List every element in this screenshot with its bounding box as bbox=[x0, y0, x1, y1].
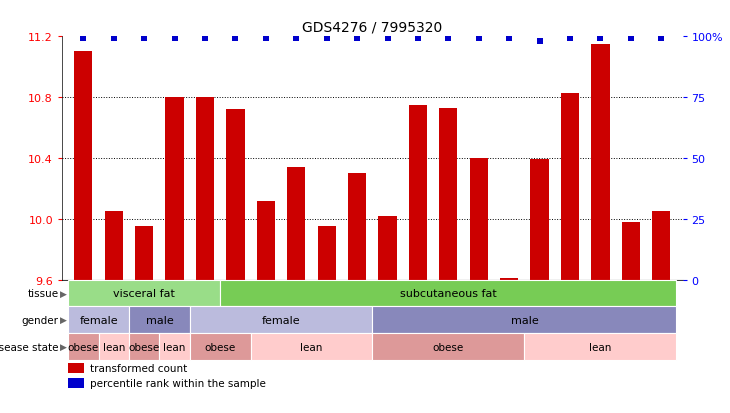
Text: tissue: tissue bbox=[27, 288, 58, 298]
Text: lean: lean bbox=[103, 342, 125, 352]
Bar bbox=[318, 227, 336, 280]
Point bbox=[473, 36, 485, 42]
Text: ▶: ▶ bbox=[60, 289, 66, 298]
Text: ▶: ▶ bbox=[60, 342, 66, 351]
Text: transformed count: transformed count bbox=[90, 363, 187, 373]
Text: visceral fat: visceral fat bbox=[113, 288, 175, 298]
Bar bbox=[622, 222, 640, 280]
Point bbox=[382, 36, 393, 42]
Point bbox=[139, 36, 150, 42]
Point bbox=[291, 36, 302, 42]
Bar bbox=[561, 93, 579, 280]
Text: male: male bbox=[145, 315, 173, 325]
Bar bbox=[129, 306, 190, 333]
Bar bbox=[69, 378, 84, 389]
Bar bbox=[129, 333, 159, 360]
Text: subcutaneous fat: subcutaneous fat bbox=[400, 288, 496, 298]
Point bbox=[77, 36, 89, 42]
Bar bbox=[159, 333, 190, 360]
Bar bbox=[68, 333, 99, 360]
Text: lean: lean bbox=[164, 342, 185, 352]
Bar bbox=[220, 280, 677, 306]
Point bbox=[504, 36, 515, 42]
Bar bbox=[372, 306, 677, 333]
Text: obese: obese bbox=[433, 342, 464, 352]
Point bbox=[260, 36, 272, 42]
Bar bbox=[409, 105, 427, 280]
Text: gender: gender bbox=[21, 315, 58, 325]
Point bbox=[595, 36, 607, 42]
Bar bbox=[469, 159, 488, 280]
Bar bbox=[68, 306, 129, 333]
Point bbox=[108, 36, 120, 42]
Point bbox=[442, 36, 454, 42]
Bar bbox=[190, 306, 372, 333]
Bar bbox=[378, 216, 396, 280]
Bar bbox=[99, 333, 129, 360]
Bar bbox=[524, 333, 677, 360]
Bar bbox=[257, 201, 275, 280]
Text: obese: obese bbox=[204, 342, 236, 352]
Bar bbox=[531, 160, 549, 280]
Bar bbox=[591, 45, 610, 280]
Text: obese: obese bbox=[68, 342, 99, 352]
Text: lean: lean bbox=[300, 342, 323, 352]
Bar bbox=[348, 174, 366, 280]
Bar bbox=[104, 212, 123, 280]
Text: obese: obese bbox=[128, 342, 160, 352]
Point bbox=[230, 36, 242, 42]
Bar bbox=[68, 280, 220, 306]
Bar bbox=[500, 278, 518, 280]
Bar bbox=[135, 227, 153, 280]
Point bbox=[169, 36, 180, 42]
Text: female: female bbox=[80, 315, 118, 325]
Bar bbox=[250, 333, 372, 360]
Point bbox=[321, 36, 333, 42]
Bar bbox=[166, 98, 184, 280]
Text: female: female bbox=[262, 315, 300, 325]
Text: disease state: disease state bbox=[0, 342, 58, 352]
Title: GDS4276 / 7995320: GDS4276 / 7995320 bbox=[302, 21, 442, 35]
Point bbox=[656, 36, 667, 42]
Point bbox=[625, 36, 637, 42]
Text: ▶: ▶ bbox=[60, 316, 66, 325]
Text: percentile rank within the sample: percentile rank within the sample bbox=[90, 378, 266, 388]
Bar bbox=[287, 168, 305, 280]
Bar bbox=[190, 333, 250, 360]
Bar bbox=[372, 333, 524, 360]
Bar bbox=[226, 110, 245, 280]
Point bbox=[412, 36, 424, 42]
Bar bbox=[439, 109, 458, 280]
Bar bbox=[74, 52, 93, 280]
Text: lean: lean bbox=[589, 342, 612, 352]
Bar bbox=[69, 363, 84, 373]
Point bbox=[564, 36, 576, 42]
Point bbox=[351, 36, 363, 42]
Text: male: male bbox=[510, 315, 538, 325]
Point bbox=[534, 38, 545, 45]
Bar bbox=[196, 98, 214, 280]
Bar bbox=[652, 212, 670, 280]
Point bbox=[199, 36, 211, 42]
